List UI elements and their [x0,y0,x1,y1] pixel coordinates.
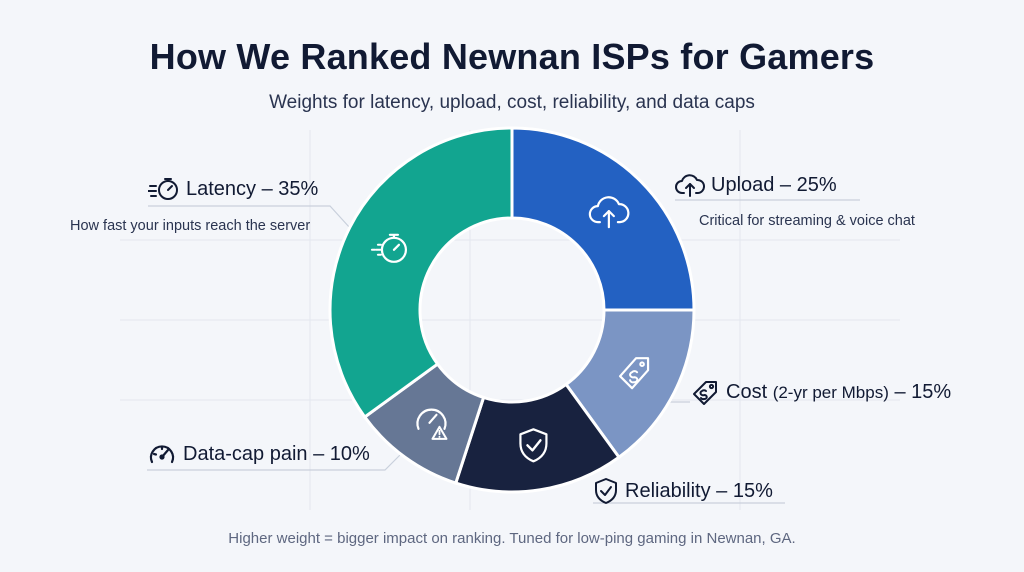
slice-reliability [453,382,622,494]
datacap-label: Data-cap pain – 10% [147,441,370,467]
slice-upload [510,126,696,312]
donut-slices [328,126,696,494]
slice-icons [370,196,650,463]
shield-check-icon [595,478,617,504]
datacap-title: Data-cap pain – 10% [183,442,370,465]
footnote: Higher weight = bigger impact on ranking… [228,530,796,547]
connector-data-cap-pain [147,454,401,471]
reliability-label: Reliability – 15% [593,477,773,505]
page-title: How We Ranked Newnan ISPs for Gamers [149,36,875,77]
cloud-upload-icon [588,196,630,229]
gauge-icon [149,445,175,464]
cost-title-detail: (2-yr per Mbps) [772,382,889,402]
cost-title-tail: – 15% [894,380,952,403]
slice-cost [563,308,696,460]
cost-label: Cost (2-yr per Mbps) – 15% [690,378,951,406]
upload-title: Upload – 25% [711,173,837,196]
reliability-title: Reliability – 15% [625,479,773,502]
upload-description: Critical for streaming & voice chat [699,213,915,229]
upload-label: Upload – 25% [675,172,837,198]
cloud-upload-icon [675,174,705,197]
shield-check-icon [519,428,548,463]
stopwatch-icon [370,233,408,263]
gauge-warning-icon [416,408,448,440]
latency-description: How fast your inputs reach the server [70,218,311,234]
latency-title: Latency – 35% [186,177,319,200]
latency-label: Latency – 35% [148,176,318,202]
connector-latency [148,205,351,229]
slice-latency [328,126,514,420]
page-subtitle: Weights for latency, upload, cost, relia… [269,92,755,113]
cost-title-main: Cost [726,380,768,403]
price-tag-icon [693,381,717,405]
stopwatch-icon [148,178,178,200]
price-tag-icon [618,357,650,390]
